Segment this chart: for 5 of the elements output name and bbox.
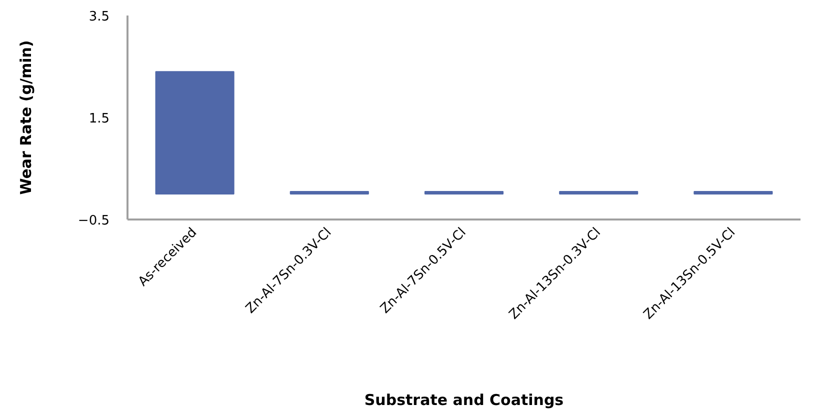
y-tick-label: −0.5 xyxy=(78,214,110,228)
y-tick-label: 1.5 xyxy=(88,112,110,126)
y-axis-title: Wear Rate (g/min) xyxy=(16,40,35,195)
x-axis-title: Substrate and Coatings xyxy=(364,390,564,409)
y-tick-label: 3.5 xyxy=(88,10,110,24)
